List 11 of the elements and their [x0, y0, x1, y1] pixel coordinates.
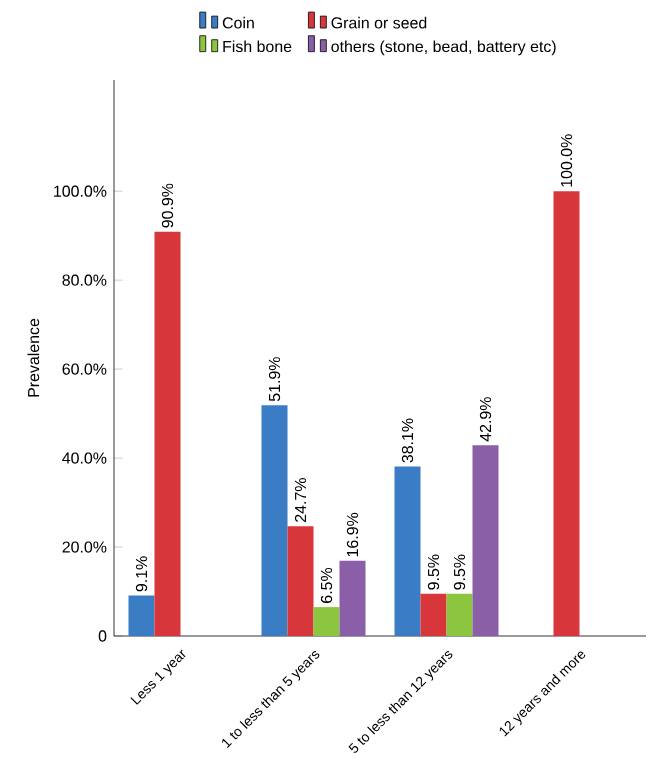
bar	[339, 560, 366, 636]
bar	[394, 466, 421, 636]
bar	[553, 191, 580, 636]
bar	[313, 607, 340, 636]
bar	[154, 231, 181, 636]
bar	[287, 526, 314, 636]
bar	[420, 593, 447, 636]
bar	[128, 595, 155, 636]
bar	[446, 593, 473, 636]
bar	[261, 405, 288, 636]
bar	[472, 445, 499, 636]
